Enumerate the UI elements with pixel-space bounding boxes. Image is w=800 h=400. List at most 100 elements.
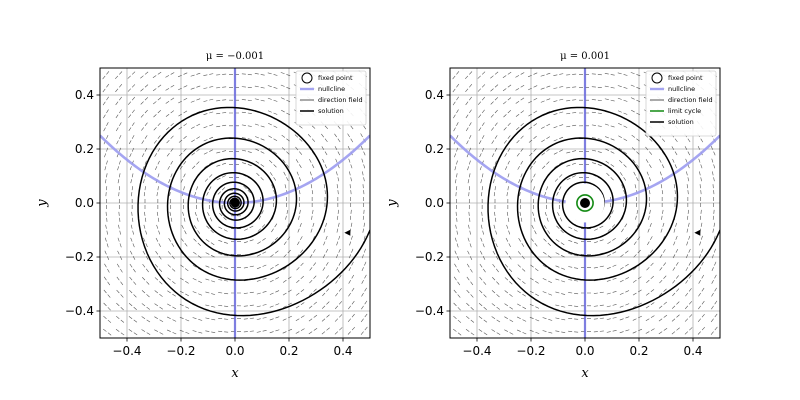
direction-segment xyxy=(310,209,314,222)
direction-segment xyxy=(711,248,716,261)
direction-segment xyxy=(194,210,199,222)
direction-segment xyxy=(256,172,266,182)
direction-segment xyxy=(504,146,512,157)
direction-segment xyxy=(618,250,629,259)
legend-label: limit cycle xyxy=(668,107,701,115)
direction-segment xyxy=(604,277,617,283)
direction-segment xyxy=(131,184,134,197)
direction-segment xyxy=(307,134,317,144)
direction-segment xyxy=(268,122,280,129)
direction-segment xyxy=(528,276,539,284)
direction-segment xyxy=(452,69,461,80)
direction-segment xyxy=(333,314,343,324)
direction-segment xyxy=(294,134,304,144)
direction-segment xyxy=(503,133,512,144)
direction-segment xyxy=(206,210,213,222)
direction-segment xyxy=(528,289,540,297)
direction-segment xyxy=(480,171,484,184)
direction-segment xyxy=(647,184,651,197)
direction-segment xyxy=(685,248,691,260)
direction-segment xyxy=(504,236,511,248)
direction-segment xyxy=(267,290,280,296)
direction-segment xyxy=(592,162,604,167)
axis-ticks: −0.4 −0.4 −0.2 −0.2 0.0 0.0 0.2 0.2 0.4 0.4 xyxy=(415,88,703,358)
direction-segment xyxy=(255,237,266,246)
direction-segment xyxy=(117,222,121,235)
direction-segment xyxy=(203,85,216,89)
direction-segment xyxy=(141,120,149,131)
direction-segment xyxy=(464,327,475,336)
direction-segment xyxy=(102,82,111,93)
direction-segment xyxy=(490,95,500,105)
direction-segment xyxy=(180,223,187,235)
direction-segment xyxy=(478,275,487,285)
direction-segment xyxy=(217,211,227,221)
direction-segment xyxy=(554,238,565,246)
direction-segment xyxy=(591,291,604,295)
direction-segment xyxy=(216,111,229,115)
direction-segment xyxy=(271,184,276,196)
direction-segment xyxy=(490,70,500,79)
y-tick-label: 0.2 xyxy=(425,142,444,156)
direction-segment xyxy=(104,222,108,235)
direction-segment xyxy=(685,235,691,248)
direction-segment xyxy=(320,301,330,311)
direction-segment xyxy=(336,184,339,197)
direction-segment xyxy=(697,287,705,299)
direction-segment xyxy=(673,222,677,235)
direction-segment xyxy=(455,209,458,222)
direction-segment xyxy=(362,184,365,197)
direction-segment xyxy=(503,121,513,131)
direction-segment xyxy=(709,313,718,324)
direction-segment xyxy=(698,235,703,248)
direction-segment xyxy=(348,248,354,261)
direction-segment xyxy=(479,249,486,260)
direction-segment xyxy=(660,222,665,235)
direction-segment xyxy=(154,236,161,248)
direction-segment xyxy=(566,278,579,282)
direction-segment xyxy=(204,224,214,234)
direction-segment xyxy=(359,313,368,324)
direction-segment xyxy=(310,222,315,235)
direction-segment xyxy=(517,236,525,247)
direction-segment xyxy=(255,160,266,168)
direction-segment xyxy=(294,262,304,272)
direction-segment xyxy=(553,291,566,295)
direction-segment xyxy=(671,275,679,286)
direction-segment xyxy=(347,133,355,144)
direction-segment xyxy=(181,209,186,222)
direction-segment xyxy=(284,209,289,222)
direction-segment xyxy=(591,149,604,154)
direction-segment xyxy=(516,249,525,260)
direction-segment xyxy=(216,265,229,269)
direction-segment xyxy=(607,210,614,222)
direction-segment xyxy=(116,133,123,145)
direction-segment xyxy=(478,262,486,273)
direction-segment xyxy=(140,70,150,79)
direction-segment xyxy=(179,147,188,157)
direction-segment xyxy=(540,72,553,77)
direction-segment xyxy=(529,147,538,157)
direction-segment xyxy=(216,149,229,154)
direction-segment xyxy=(216,86,229,89)
direction-segment xyxy=(346,300,355,311)
direction-segment xyxy=(115,275,124,286)
direction-segment xyxy=(632,236,641,247)
direction-segment xyxy=(177,316,190,322)
legend-label: solution xyxy=(668,118,694,126)
direction-segment xyxy=(477,95,487,105)
direction-segment xyxy=(241,330,254,333)
direction-segment xyxy=(709,300,718,311)
direction-segment xyxy=(491,120,499,131)
direction-segment xyxy=(141,249,149,260)
direction-segment xyxy=(348,158,354,171)
legend-label: nullcline xyxy=(318,85,345,93)
direction-segment xyxy=(307,314,318,323)
direction-segment xyxy=(360,145,367,158)
direction-segment xyxy=(334,146,341,157)
direction-segment xyxy=(361,158,366,171)
direction-segment xyxy=(203,330,216,333)
direction-segment xyxy=(528,263,539,272)
direction-segment xyxy=(166,249,175,260)
direction-segment xyxy=(659,158,666,170)
